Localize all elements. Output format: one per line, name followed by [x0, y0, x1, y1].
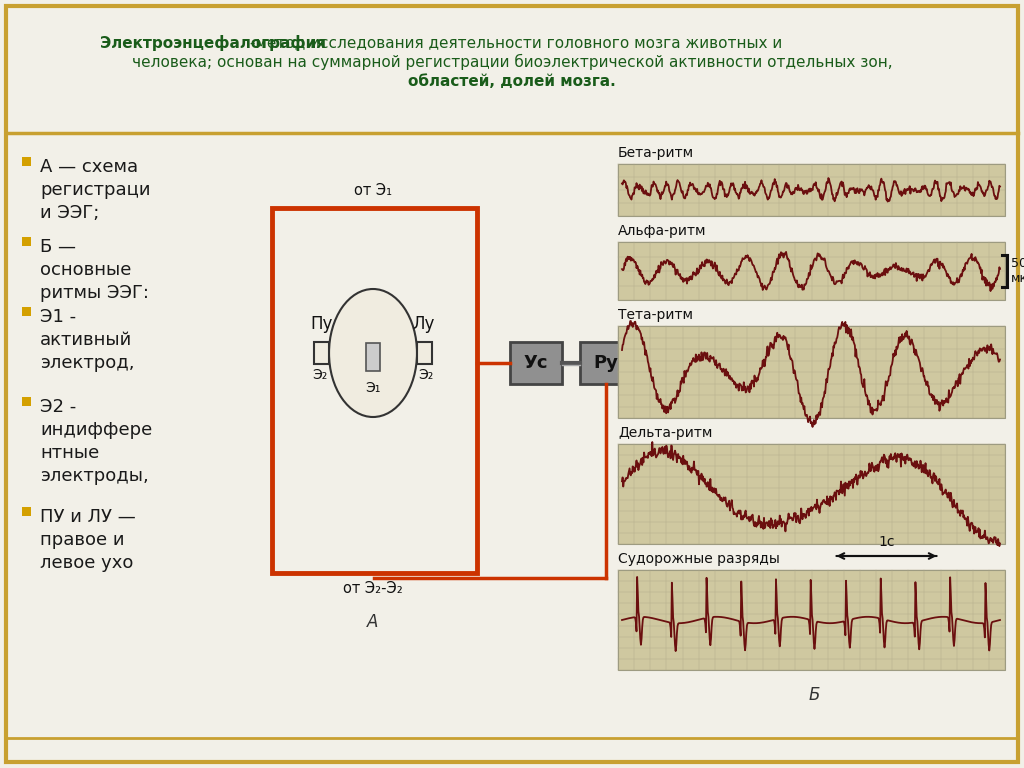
- Bar: [314, 342, 329, 364]
- Text: Лу: Лу: [413, 315, 435, 333]
- Bar: [510, 342, 562, 384]
- Text: ПУ и ЛУ —
правое и
левое ухо: ПУ и ЛУ — правое и левое ухо: [40, 508, 136, 572]
- Bar: [618, 164, 1005, 216]
- Bar: [618, 242, 1005, 300]
- Bar: [272, 208, 477, 573]
- Text: Дельта-ритм: Дельта-ритм: [618, 426, 713, 440]
- Text: 1c: 1c: [879, 535, 895, 549]
- Text: Э2 -
индиффере
нтные
электроды,: Э2 - индиффере нтные электроды,: [40, 398, 153, 485]
- Text: Тета-ритм: Тета-ритм: [618, 308, 693, 322]
- Text: Судорожные разряды: Судорожные разряды: [618, 552, 780, 566]
- Text: Б —
основные
ритмы ЭЭГ:: Б — основные ритмы ЭЭГ:: [40, 238, 150, 302]
- Bar: [366, 343, 380, 371]
- Text: от Э₂-Э₂: от Э₂-Э₂: [343, 581, 402, 596]
- Text: Ус: Ус: [523, 354, 548, 372]
- Text: 50
мкВ: 50 мкВ: [1011, 257, 1024, 285]
- Text: Э₁: Э₁: [366, 381, 381, 395]
- Bar: [22, 507, 31, 516]
- Text: -метод исследования деятельности головного мозга животных и: -метод исследования деятельности головно…: [245, 35, 782, 51]
- Bar: [417, 342, 432, 364]
- Text: человека; основан на суммарной регистрации биоэлектрической активности отдельных: человека; основан на суммарной регистрац…: [132, 54, 892, 70]
- Bar: [22, 397, 31, 406]
- Text: от Э₁: от Э₁: [354, 183, 392, 198]
- Text: Ру: Ру: [594, 354, 618, 372]
- Bar: [618, 570, 1005, 670]
- Text: Пу: Пу: [311, 315, 333, 333]
- Bar: [22, 157, 31, 166]
- Text: A: A: [368, 613, 379, 631]
- Bar: [580, 342, 632, 384]
- Text: Бета-ритм: Бета-ритм: [618, 146, 694, 160]
- Text: Электроэнцефалография: Электроэнцефалография: [100, 35, 326, 51]
- Ellipse shape: [329, 289, 417, 417]
- Bar: [618, 326, 1005, 418]
- Text: Э₂: Э₂: [312, 368, 328, 382]
- Bar: [22, 307, 31, 316]
- Text: Э₂: Э₂: [419, 368, 433, 382]
- Text: областей, долей мозга.: областей, долей мозга.: [409, 74, 615, 88]
- Text: Э1 -
активный
электрод,: Э1 - активный электрод,: [40, 308, 134, 372]
- Text: Альфа-ритм: Альфа-ритм: [618, 224, 707, 238]
- Text: А — схема
регистраци
и ЭЭГ;: А — схема регистраци и ЭЭГ;: [40, 158, 151, 222]
- Text: Б: Б: [808, 686, 819, 704]
- Bar: [22, 237, 31, 246]
- Bar: [618, 444, 1005, 544]
